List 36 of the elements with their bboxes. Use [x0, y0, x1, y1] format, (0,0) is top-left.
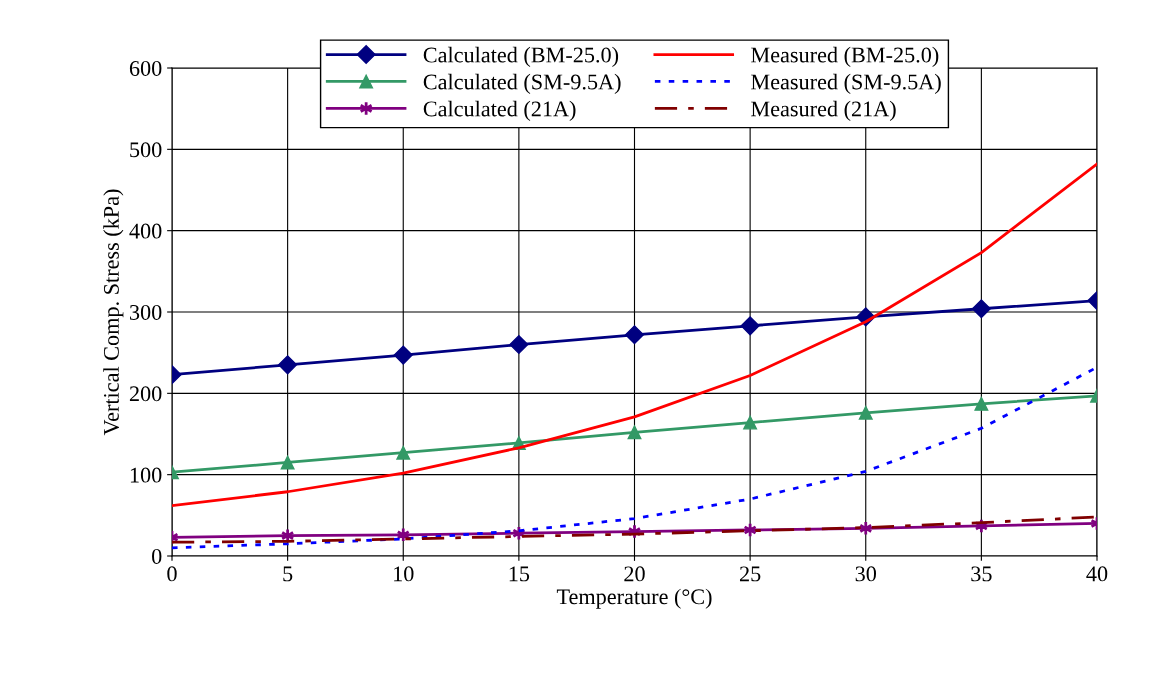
point	[278, 355, 298, 375]
point	[858, 405, 873, 420]
point	[396, 445, 411, 460]
point	[627, 425, 642, 440]
point	[971, 299, 991, 319]
y-axis-title: Vertical Comp. Stress (kPa)	[103, 189, 124, 436]
point	[974, 396, 989, 411]
point	[393, 345, 413, 365]
y-tick-label: 0	[152, 548, 162, 564]
y-tick-label: 500	[130, 142, 162, 158]
point	[280, 455, 295, 470]
y-tick-label: 600	[129, 60, 162, 76]
y-tick-label: 300	[130, 304, 162, 320]
y-tick-label: 200	[129, 386, 162, 402]
y-tick-label: 100	[130, 467, 162, 483]
legend-label: Measured (BM-25.0)	[751, 46, 939, 68]
x-tick-label: 5	[283, 566, 293, 582]
x-tick-label: 20	[624, 566, 645, 582]
legend-label: Measured (SM-9.5A)	[751, 73, 941, 94]
point	[624, 325, 645, 345]
x-axis-title: Temperature (°C)	[556, 588, 712, 609]
x-tick-label: 25	[739, 566, 761, 582]
x-tick-label: 40	[1086, 566, 1108, 582]
y-tick-label: 400	[129, 223, 162, 239]
point	[743, 415, 758, 430]
legend-label: Measured (21A)	[751, 100, 896, 121]
x-tick-label: 0	[167, 566, 177, 582]
x-tick-label: 30	[855, 566, 877, 582]
x-tick-label: 35	[971, 566, 992, 582]
legend-label: Calculated (SM-9.5A)	[423, 73, 621, 94]
point	[740, 316, 760, 336]
legend-label: Calculated (BM-25.0)	[423, 46, 619, 68]
x-tick-label: 10	[394, 566, 414, 582]
x-tick-label: 15	[509, 566, 530, 582]
point	[509, 334, 529, 355]
legend-label: Calculated (21A)	[423, 100, 576, 121]
